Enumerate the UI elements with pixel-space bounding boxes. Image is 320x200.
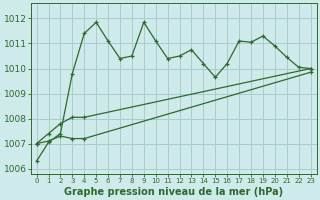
X-axis label: Graphe pression niveau de la mer (hPa): Graphe pression niveau de la mer (hPa) [64,187,283,197]
